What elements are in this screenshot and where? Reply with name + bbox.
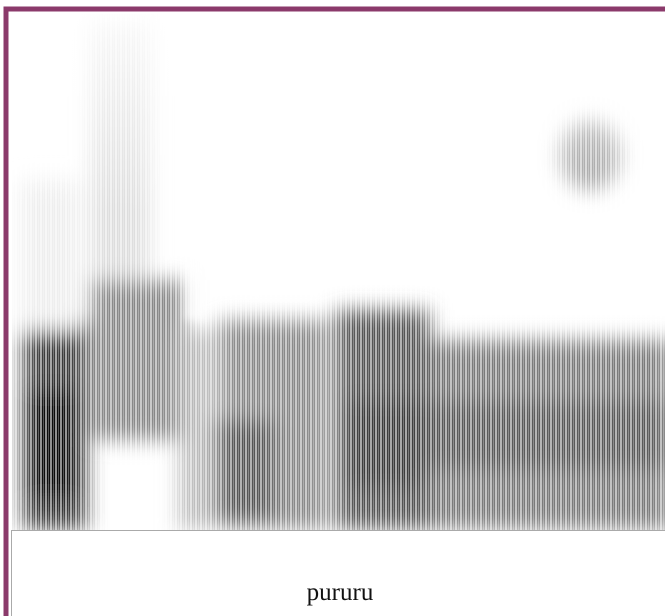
spectrogram-view: pururu bbox=[0, 0, 665, 616]
label: pururu bbox=[307, 579, 374, 606]
page: pururu (() => { const data = JSON.parse(… bbox=[0, 0, 665, 616]
spectrogram bbox=[12, 14, 665, 530]
